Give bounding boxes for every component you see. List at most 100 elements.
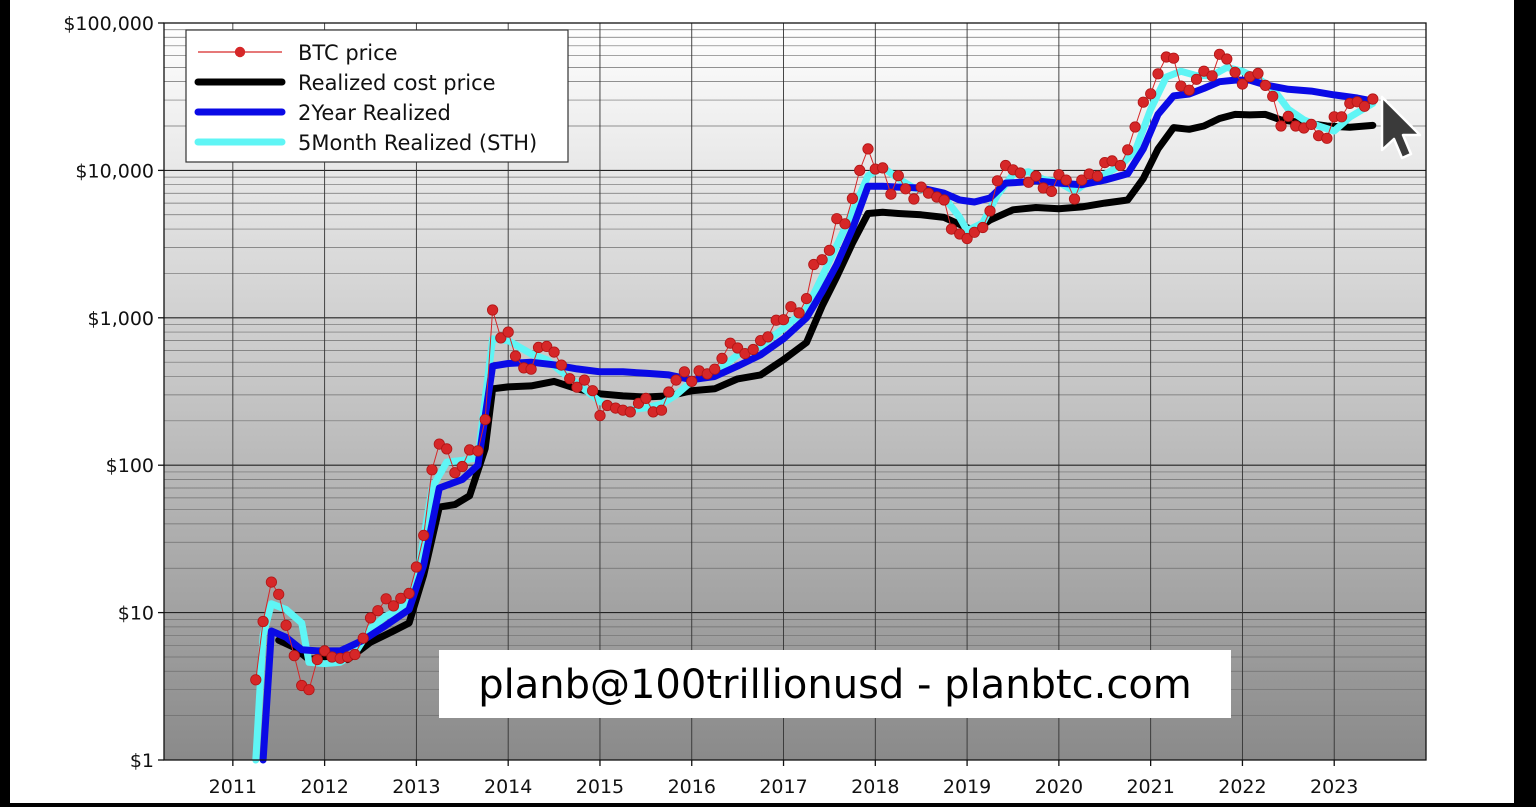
btc-price-point [486,304,499,316]
x-tick-label: 2022 [1218,776,1266,798]
y-tick-label: $10,000 [75,160,154,182]
btc-price-point [945,223,958,235]
btc-price-point [541,340,553,352]
btc-price-point [823,244,836,256]
btc-price-point [525,363,537,375]
btc-price-point [586,385,599,397]
btc-price-point [1114,159,1127,172]
legend-marker-btc-price [234,46,246,58]
btc-price-point [502,326,514,338]
axes: $1 $10 $100 $1,000 $10,000 $100,000 2011 2012 20… [63,13,1427,798]
btc-price-point [977,221,989,234]
btc-price-point [1014,167,1026,179]
btc-price-point [892,170,904,182]
x-tick-label: 2012 [300,776,348,798]
btc-price-point [731,342,744,354]
btc-price-point [1030,170,1042,182]
btc-price-point [1137,96,1149,108]
btc-price-point [862,143,874,155]
x-tick-label: 2014 [484,776,532,798]
x-tick-label: 2017 [759,776,807,798]
btc-price-point [961,232,973,245]
btc-price-point [747,343,759,356]
watermark: planb@100trillionusd - planbtc.com [439,650,1231,718]
btc-price-point [1060,174,1072,186]
btc-price-point [1045,185,1058,197]
btc-price-point [1145,88,1157,100]
watermark-text: planb@100trillionusd - planbtc.com [478,662,1192,708]
chart-frame: $1 $10 $100 $1,000 $10,000 $100,000 2011 2012 20… [10,0,1514,803]
x-tick-label: 2020 [1035,776,1083,798]
btc-price-point [387,600,400,612]
btc-price-point [1267,90,1279,102]
btc-price-point [449,467,461,479]
series-line-realized-cost-price [275,110,1377,664]
btc-price-point [885,188,897,200]
btc-realized-price-chart: $1 $10 $100 $1,000 $10,000 $100,000 2011 2012 20… [63,13,1427,798]
btc-price-point [410,561,422,573]
x-tick-label: 2023 [1310,776,1358,798]
y-tick-label: $100 [106,455,154,477]
btc-price-point [472,445,484,457]
btc-price-point [1221,53,1233,65]
mouse-pointer-icon [1380,95,1422,160]
btc-price-point [877,162,889,174]
btc-price-point [288,650,300,662]
btc-price-point [495,332,507,344]
btc-price-point [1321,132,1333,144]
btc-price-point [899,183,912,195]
btc-price-point [1305,118,1317,131]
btc-price-point [1183,84,1195,96]
x-tick-label: 2013 [392,776,440,798]
btc-price-point [571,381,583,393]
btc-price-point [349,648,361,661]
btc-price-point [854,164,866,176]
btc-price-point [280,619,292,631]
btc-price-point [839,218,851,230]
btc-price-point [968,226,981,238]
btc-price-point [1190,73,1203,85]
btc-price-point [479,413,491,426]
x-tick-label: 2018 [851,776,899,798]
btc-price-point [1275,120,1287,132]
btc-price-point [785,301,797,313]
btc-price-point [273,588,285,600]
btc-price-point [1206,70,1218,82]
btc-price-point [456,460,468,473]
btc-price-point [991,175,1004,187]
btc-price-point [555,359,568,371]
btc-price-point [915,181,927,193]
y-tick-label: $100,000 [63,13,154,35]
legend-label: BTC price [298,41,398,65]
y-tick-label: $1 [130,750,154,772]
legend: BTC price Realized cost price 2Year Realiz… [185,29,569,163]
y-tick-label: $10 [118,603,154,625]
btc-price-point [311,653,323,666]
btc-price-point [846,192,859,205]
btc-price-point [1236,78,1249,90]
btc-price-point [709,363,721,375]
btc-price-point [564,373,576,385]
btc-price-point [1367,93,1379,105]
btc-price-point [1076,174,1088,186]
btc-price-point [716,352,728,364]
btc-price-point [1282,110,1294,122]
btc-price-point [1022,176,1035,188]
btc-price-point [1091,170,1104,182]
btc-price-point [1068,193,1081,205]
x-tick-label: 2011 [209,776,257,798]
legend-label: Realized cost price [298,71,496,95]
x-tick-label: 2021 [1126,776,1174,798]
btc-price-point [1122,144,1134,156]
btc-price-point [1259,79,1272,92]
price-markers [250,48,1379,696]
btc-price-point [265,576,277,588]
btc-price-point [418,529,430,542]
btc-price-point [441,443,453,455]
btc-price-point [303,684,315,696]
btc-price-point [380,593,392,605]
btc-price-point [1336,111,1348,123]
btc-price-point [372,605,384,617]
btc-price-point [318,645,331,657]
btc-price-point [426,464,438,476]
